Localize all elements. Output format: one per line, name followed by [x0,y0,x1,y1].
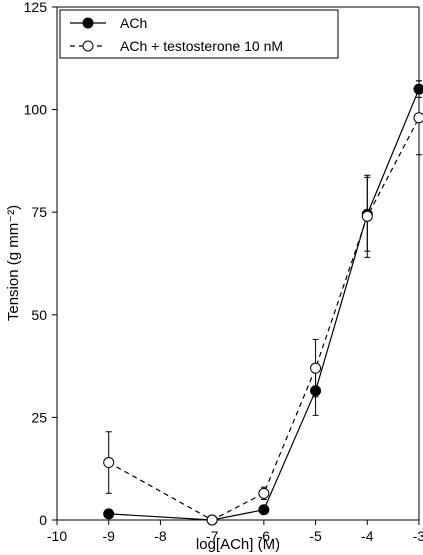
legend: ACh ACh + testosterone 10 nM [59,9,339,59]
x-tick-label: -5 [309,528,322,544]
x-tick-label: -7 [206,528,219,544]
series-line-testosterone [108,117,420,521]
data-point-ach [413,83,423,95]
y-axis-title: Tension (g mm⁻²) [5,205,22,321]
legend-label-ach: ACh [120,15,147,31]
data-point-testosterone [361,210,373,222]
data-point-ach [103,508,115,520]
y-tick-label: 125 [24,0,48,15]
legend-marker-ach [82,17,94,29]
axes [56,6,420,521]
x-axis-title: log[ACh] (M) [196,536,280,553]
legend-label-testosterone: ACh + testosterone 10 nM [120,38,283,54]
data-point-testosterone [413,112,423,124]
data-point-testosterone [103,457,115,469]
y-tick-label: 25 [31,409,47,425]
error-bars [105,80,422,500]
legend-marker-testosterone [82,40,94,52]
series-line-ach [108,88,420,521]
data-point-ach [310,385,322,397]
series-points [103,83,423,526]
ticks: -10 -9 -8 -7 -6 -5 -4 -3 0 25 50 75 100 125 [24,0,423,544]
x-tick-label: -6 [258,528,271,544]
y-tick-label: 75 [31,204,47,220]
x-tick-label: -3 [413,528,423,544]
x-tick-label: -8 [154,528,167,544]
x-tick-label: -4 [361,528,374,544]
y-tick-label: 100 [24,102,48,118]
y-tick-label: 0 [39,512,47,528]
x-tick-label: -9 [102,528,115,544]
legend-box [59,9,339,59]
x-tick-label: -10 [47,528,67,544]
data-point-ach [258,504,270,516]
data-point-testosterone [206,514,218,526]
data-point-testosterone [258,487,270,499]
y-tick-label: 50 [31,307,47,323]
data-point-testosterone [310,362,322,374]
series-lines [108,88,420,521]
